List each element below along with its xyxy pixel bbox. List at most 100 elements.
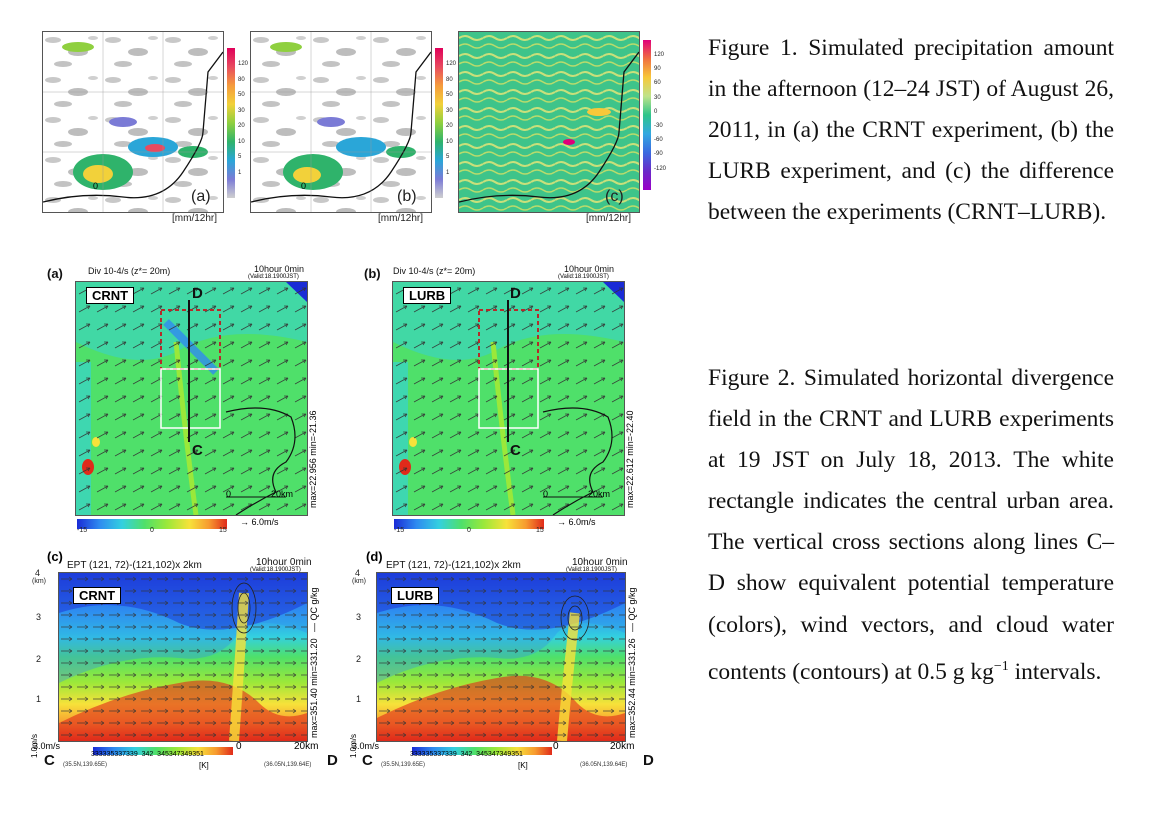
div-colorbar-a	[77, 516, 227, 529]
div-scale-zero-a: 0	[226, 489, 232, 499]
div-point-d-b: D	[510, 285, 521, 302]
xs-side-c: max=351.40 min=331.20	[309, 638, 319, 738]
xs-kelvin-c: [K]	[199, 761, 209, 770]
figure2-caption-sup: −1	[993, 658, 1009, 674]
xs-panel-letter-d: (d)	[366, 549, 383, 564]
cross-section-c: CRNT	[58, 572, 308, 742]
xs-right-coord-c: (36.05N,139.64E)	[264, 762, 312, 768]
div-time-b: 10hour 0min	[564, 264, 615, 274]
divergence-map-b: LURB D C 0 20km	[392, 281, 625, 516]
xs-20km-c: 20km	[294, 741, 319, 752]
xs-left-coord-c: (35.5N,139.65E)	[63, 762, 108, 768]
xs-point-d-d: D	[643, 752, 654, 769]
xs-point-c-d: C	[362, 752, 373, 769]
div-point-c-b: C	[510, 442, 521, 459]
div-exp-label-b: LURB	[403, 287, 452, 304]
colorbar-c	[643, 40, 651, 190]
xs-point-c-c: C	[44, 752, 55, 769]
cross-section-d: LURB	[376, 572, 626, 742]
xs-side-d: max=352.44 min=331.26	[627, 638, 637, 738]
xs-colorbar-d	[412, 742, 552, 755]
div-vector-label-b: 6.0m/s	[568, 517, 596, 527]
figure2-caption-end: intervals.	[1008, 658, 1102, 685]
precip-map-b: 0 (b)	[250, 31, 432, 213]
div-colorbar-b	[394, 516, 544, 529]
xs-right-coord-d: (36.05N,139.64E)	[580, 762, 628, 768]
div-panel-letter-a: (a)	[47, 266, 63, 281]
div-cbar-max-a: 15	[219, 527, 227, 534]
xs-header-d: EPT (121, 72)-(121,102)x 2km	[386, 560, 521, 571]
div-header-a: Div 10-4/s (z*= 20m)	[88, 266, 171, 276]
unit-a: [mm/12hr]	[172, 213, 218, 224]
xs-time-d: 10hour 0min	[572, 557, 628, 568]
div-cbar-min-a: -15	[77, 527, 88, 534]
xs-ytick-3-c: 3	[36, 612, 42, 622]
xs-ytick-4-d: 4	[355, 568, 361, 578]
div-cbar-mid-a: 0	[150, 527, 154, 534]
xs-ytick-2-d: 2	[356, 654, 362, 664]
xs-cbar-labels-d: 333335337339 342 345347349351	[410, 751, 523, 758]
unit-b: [mm/12hr]	[378, 213, 424, 224]
colorbar-a	[227, 48, 235, 198]
div-side-b: max=22.612 min=-22.40	[625, 410, 635, 508]
xs-ytick-3-d: 3	[356, 612, 362, 622]
xs-time-c: 10hour 0min	[256, 557, 312, 568]
figure1-caption-text: Figure 1. Simulated precipitation amount…	[708, 35, 1114, 226]
div-valid-a: (Valid:18.1900JST)	[248, 274, 299, 280]
figure2-caption-text: Figure 2. Simulated horizontal divergenc…	[708, 358, 1114, 693]
xs-panel-letter-c: (c)	[47, 549, 63, 564]
xs-qc-c: — QC g/kg	[309, 587, 319, 632]
colorbar-b-labels: 120 80 50 30 20 10 5 1	[446, 61, 457, 176]
xs-zero-d: 0	[553, 741, 559, 752]
xs-valid-d: (Valid:18.1900JST)	[566, 567, 617, 573]
div-cbar-min-b: -15	[394, 527, 405, 534]
div-vector-b: → 6.0m/s	[557, 517, 596, 527]
panel-letter-b: (b)	[397, 188, 417, 205]
xs-qc-d: — QC g/kg	[627, 587, 637, 632]
xs-yunit-c: (km)	[32, 578, 46, 585]
div-side-a: max=22.956 min=-21.36	[308, 410, 318, 508]
div-scale-km-a: 20km	[271, 489, 294, 499]
xs-point-d-c: D	[327, 752, 338, 769]
div-point-c-a: C	[192, 442, 203, 459]
xs-ytick-2-c: 2	[36, 654, 42, 664]
xs-hvec-c: 3.0m/s	[33, 741, 61, 751]
panel-letter-a: (a)	[191, 188, 211, 205]
precip-map-a: 0 (a)	[42, 31, 224, 213]
xs-exp-label-d: LURB	[391, 587, 440, 604]
map-zero-label: 0	[93, 181, 99, 191]
div-scale-zero-b: 0	[543, 489, 549, 499]
div-cbar-mid-b: 0	[467, 527, 471, 534]
xs-ytick-4-c: 4	[35, 568, 41, 578]
div-vector-label-a: 6.0m/s	[251, 517, 279, 527]
unit-c: [mm/12hr]	[586, 213, 632, 224]
div-header-b: Div 10-4/s (z*= 20m)	[393, 266, 476, 276]
xs-yunit-d: (km)	[352, 578, 366, 585]
div-cbar-max-b: 15	[536, 527, 544, 534]
xs-hvec-d: 3.0m/s	[352, 741, 380, 751]
div-valid-b: (Valid:18.1900JST)	[558, 274, 609, 280]
figure1-caption: Figure 1. Simulated precipitation amount…	[708, 28, 1114, 233]
colorbar-b	[435, 48, 443, 198]
colorbar-a-labels: 120 80 50 30 20 10 5 1	[238, 61, 249, 176]
div-panel-letter-b: (b)	[364, 266, 381, 281]
div-exp-label-a: CRNT	[86, 287, 135, 304]
xs-20km-d: 20km	[610, 741, 635, 752]
xs-left-coord-d: (35.5N,139.65E)	[381, 762, 426, 768]
div-scale-km-b: 20km	[588, 489, 611, 499]
div-time-a: 10hour 0min	[254, 264, 305, 274]
precip-diff-map-c: (c)	[458, 31, 640, 213]
xs-kelvin-d: [K]	[518, 761, 528, 770]
panel-letter-c: (c)	[605, 188, 624, 205]
xs-zero-c: 0	[236, 741, 242, 752]
xs-colorbar-c	[93, 742, 233, 755]
xs-header-c: EPT (121, 72)-(121,102)x 2km	[67, 560, 202, 571]
xs-exp-label-c: CRNT	[73, 587, 122, 604]
div-vector-a: → 6.0m/s	[240, 517, 279, 527]
figure2-caption-main: Figure 2. Simulated horizontal divergenc…	[708, 365, 1114, 685]
xs-ytick-1-d: 1	[356, 694, 362, 704]
divergence-map-a: CRNT D C 0 20km	[75, 281, 308, 516]
figure2-caption: Figure 2. Simulated horizontal divergenc…	[708, 358, 1114, 693]
div-point-d-a: D	[192, 285, 203, 302]
xs-cbar-labels-c: 333335337339 342 345347349351	[91, 751, 204, 758]
